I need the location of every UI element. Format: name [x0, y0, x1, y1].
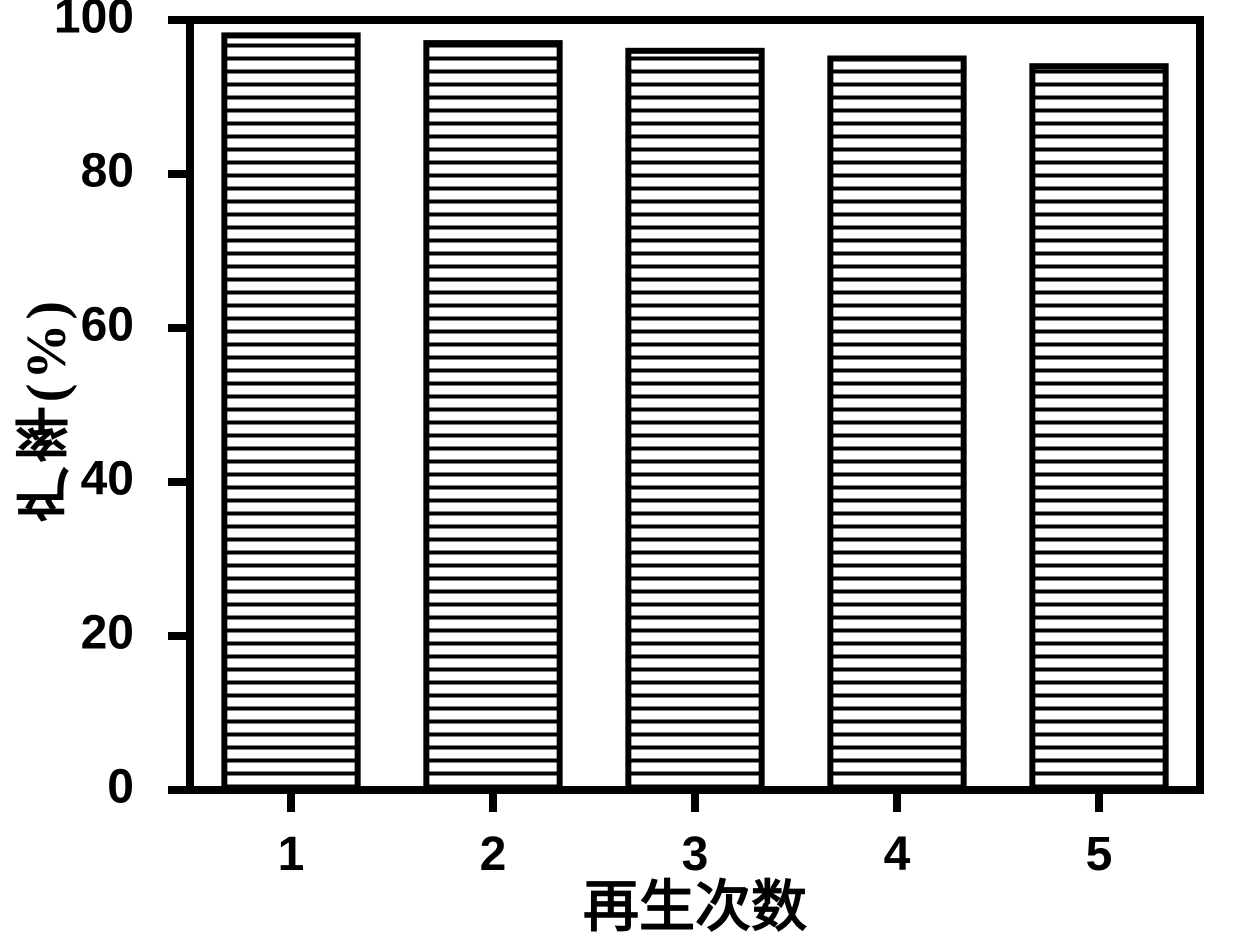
bar-chart: 产率(%) 02040608010012345 再生次数 [0, 0, 1240, 939]
y-tick-label: 20 [81, 607, 134, 660]
chart-svg: 02040608010012345 [0, 0, 1240, 939]
y-tick-label: 60 [81, 299, 134, 352]
y-tick-label: 80 [81, 145, 134, 198]
y-axis-title: 产率(%) [6, 297, 87, 522]
y-tick-label: 0 [107, 761, 134, 814]
y-tick-label: 40 [81, 453, 134, 506]
y-axis-title-wrap: 产率(%) [6, 0, 86, 820]
x-axis-title-wrap: 再生次数 [190, 867, 1200, 937]
x-axis-title: 再生次数 [583, 862, 807, 943]
